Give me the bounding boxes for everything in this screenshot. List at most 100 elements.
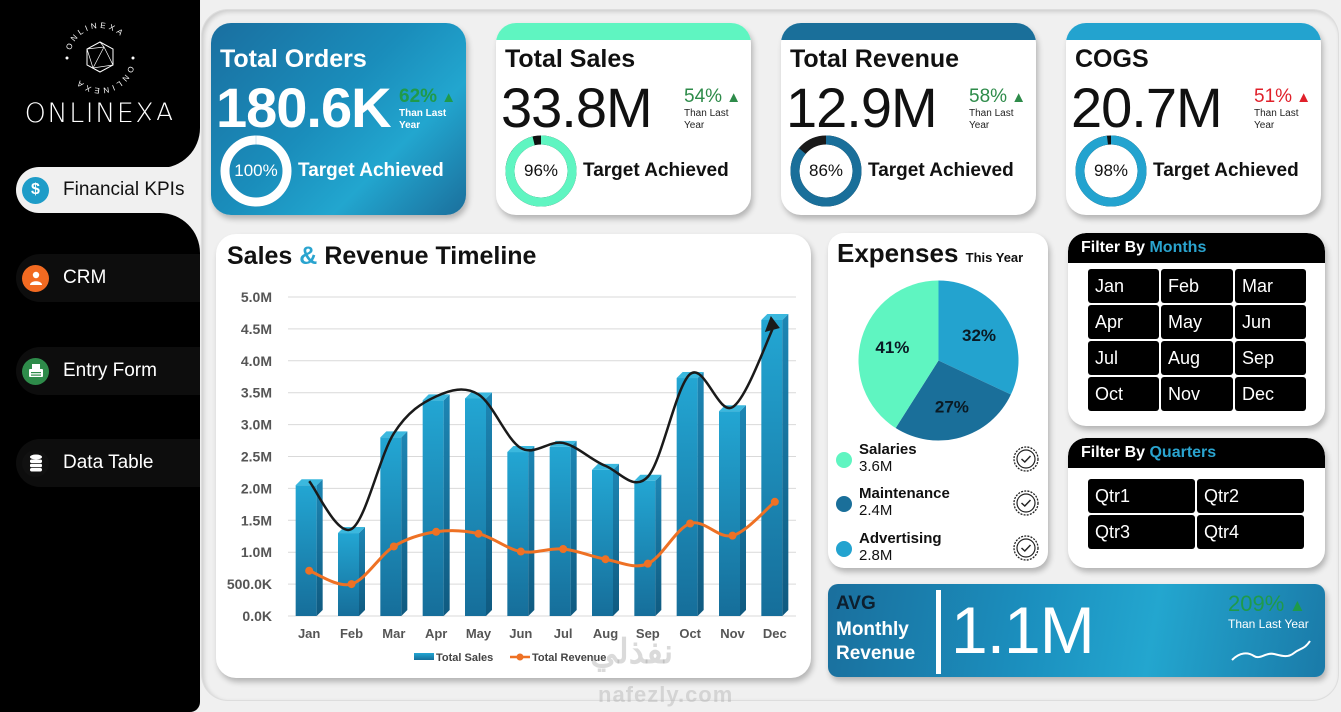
filter-month-sep[interactable]: Sep: [1235, 341, 1306, 375]
filter-quarter-qtr4[interactable]: Qtr4: [1197, 515, 1304, 549]
filter-quarter-qtr3[interactable]: Qtr3: [1088, 515, 1195, 549]
expenses-pie-chart: 32% 27% 41%: [858, 280, 1019, 441]
filter-month-jan[interactable]: Jan: [1088, 269, 1159, 303]
kpi-accent-bar: [781, 23, 1036, 40]
x-tick-label: Oct: [679, 626, 701, 641]
pie-label: 41%: [875, 338, 909, 357]
pie-slice-salaries: [858, 280, 939, 429]
legend-item-advertising: Advertising 2.8M: [836, 530, 1041, 570]
bar-total-sales: [465, 392, 492, 616]
filter-prefix: Filter By: [1081, 239, 1146, 256]
bar-total-sales: [676, 372, 704, 616]
kpi-accent-bar: [1066, 23, 1321, 40]
arrow-up-icon: ▲: [437, 89, 457, 106]
target-pct: 98%: [1093, 161, 1129, 180]
divider: [936, 590, 941, 674]
chart-title-part: Revenue Timeline: [324, 242, 537, 270]
filter-month-may[interactable]: May: [1161, 305, 1233, 339]
y-tick-label: 0.0K: [242, 608, 272, 624]
legend-label-revenue: Total Revenue: [532, 652, 606, 664]
legend-name: Salaries: [859, 441, 917, 458]
filter-quarter-qtr2[interactable]: Qtr2: [1197, 479, 1304, 513]
legend-value: 2.4M: [859, 502, 893, 519]
filter-quarters-card: Filter By Quarters Qtr1 Qtr2 Qtr3 Qtr4: [1068, 438, 1325, 568]
filter-month-dec[interactable]: Dec: [1235, 377, 1306, 411]
legend-name: Maintenance: [859, 485, 950, 502]
legend-name: Advertising: [859, 530, 942, 547]
legend-dot: [836, 496, 852, 512]
y-tick-label: 3.0M: [241, 417, 272, 433]
kpi-change: 54% ▲: [684, 86, 741, 108]
filter-month-jul[interactable]: Jul: [1088, 341, 1159, 375]
filter-month-apr[interactable]: Apr: [1088, 305, 1159, 339]
arrow-up-icon: ▲: [1007, 89, 1027, 106]
sidebar-curve: [150, 120, 200, 168]
bar-total-sales: [592, 463, 619, 616]
filter-month-aug[interactable]: Aug: [1161, 341, 1233, 375]
revenue-point: [728, 531, 737, 540]
y-tick-label: 1.5M: [241, 512, 272, 528]
user-icon: [22, 264, 49, 292]
filter-quarter-qtr1[interactable]: Qtr1: [1088, 479, 1195, 513]
bar-total-sales: [507, 446, 535, 616]
kpi-title: Total Sales: [505, 45, 636, 73]
target-donut: [790, 135, 862, 207]
sparkline-icon: [1231, 640, 1311, 661]
kpi-change: 51% ▲: [1254, 86, 1311, 108]
kpi-change-value: 51%: [1254, 86, 1293, 107]
revenue-point: [516, 547, 525, 556]
legend-dot: [836, 452, 852, 468]
arrow-up-icon: ▲: [722, 89, 742, 106]
x-tick-label: Aug: [593, 626, 618, 641]
sidebar: ONLINEXA ONLINEXA ONLINEXA $ Financial K…: [0, 0, 200, 712]
trend-line: [308, 323, 776, 532]
filter-highlight: Months: [1149, 239, 1207, 256]
avg-label-line3: Revenue: [836, 643, 916, 664]
filter-month-mar[interactable]: Mar: [1235, 269, 1306, 303]
line-total-revenue: [308, 500, 776, 587]
target-label: Target Achieved: [868, 160, 1014, 181]
avg-change-value: 209%: [1228, 591, 1285, 616]
trend-arrow-icon: [764, 315, 780, 332]
filter-month-nov[interactable]: Nov: [1161, 377, 1233, 411]
avg-change: 209% ▲: [1228, 591, 1306, 617]
x-tick-label: Nov: [720, 626, 745, 641]
verified-badge-icon: [1013, 490, 1039, 516]
y-tick-label: 2.0M: [241, 480, 272, 496]
kpi-change-value: 58%: [969, 86, 1008, 107]
kpi-sub: Than Last Year: [969, 108, 1014, 131]
filter-prefix: Filter By: [1081, 444, 1146, 461]
kpi-value: 12.9M: [786, 76, 938, 139]
filter-month-jun[interactable]: Jun: [1235, 305, 1306, 339]
filter-quarters-header: Filter By Quarters: [1068, 438, 1325, 468]
sidebar-item-data-table[interactable]: Data Table: [16, 439, 200, 487]
revenue-point: [389, 542, 398, 551]
sidebar-item-financial-kpis[interactable]: $ Financial KPIs: [16, 167, 200, 213]
target-donut: [505, 135, 577, 207]
target-pct: 96%: [523, 161, 559, 180]
verified-badge-icon: [1013, 446, 1039, 472]
x-tick-label: Jan: [298, 626, 320, 641]
arrow-up-icon: ▲: [1284, 596, 1306, 615]
revenue-point: [305, 566, 314, 575]
avg-sub: Than Last Year: [1228, 617, 1309, 631]
legend-dot: [836, 541, 852, 557]
revenue-point: [601, 555, 610, 564]
filter-month-oct[interactable]: Oct: [1088, 377, 1159, 411]
kpi-card-total-revenue: Total Revenue 12.9M 58% ▲ Than Last Year…: [781, 23, 1036, 215]
sidebar-item-crm[interactable]: CRM: [16, 254, 200, 302]
donut-progress: [790, 135, 862, 207]
filter-month-feb[interactable]: Feb: [1161, 269, 1233, 303]
kpi-change-value: 62%: [399, 86, 438, 107]
kpi-change: 58% ▲: [969, 86, 1026, 108]
svg-text:ONLINEXA: ONLINEXA: [64, 21, 127, 51]
sales-revenue-timeline-card: Sales & Revenue Timeline 0.0K 500.0K 1.0M 1…: [216, 234, 811, 678]
legend-label-sales: Total Sales: [436, 652, 493, 664]
kpi-card-cogs: COGS 20.7M 51% ▲ Than Last Year 98% Targ…: [1066, 23, 1321, 215]
pie-slice-maintenance: [895, 360, 1011, 441]
sidebar-item-entry-form[interactable]: Entry Form: [16, 347, 200, 395]
sidebar-item-label: CRM: [63, 267, 107, 288]
avg-label-line2: Monthly: [836, 619, 909, 640]
kpi-title: COGS: [1075, 45, 1149, 73]
